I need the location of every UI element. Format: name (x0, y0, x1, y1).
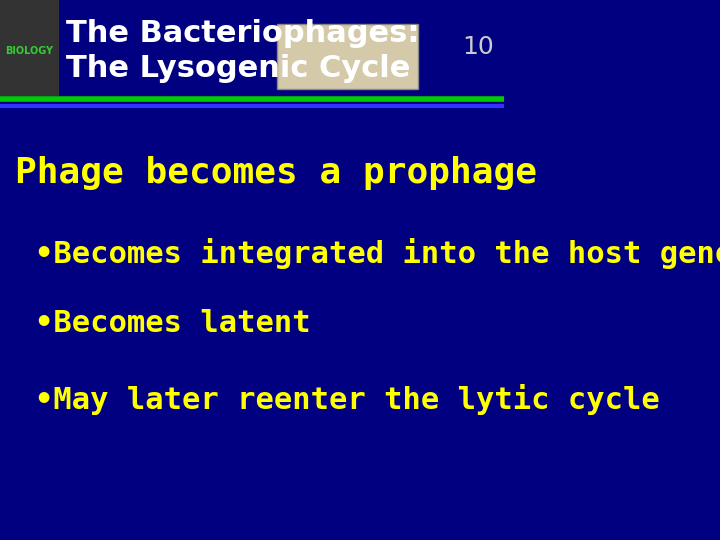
Text: The Bacteriophages:: The Bacteriophages: (66, 18, 419, 48)
Text: The Lysogenic Cycle: The Lysogenic Cycle (66, 53, 410, 83)
Text: 10: 10 (462, 35, 494, 59)
Text: BIOLOGY: BIOLOGY (5, 46, 53, 56)
Text: •May later reenter the lytic cycle: •May later reenter the lytic cycle (35, 384, 660, 415)
Text: Phage becomes a prophage: Phage becomes a prophage (15, 156, 537, 190)
Bar (0, 0, 58, 94)
Text: •Becomes integrated into the host genome: •Becomes integrated into the host genome (35, 238, 720, 269)
Bar (0, 0, 504, 94)
Text: •Becomes latent: •Becomes latent (35, 309, 311, 339)
FancyBboxPatch shape (277, 24, 418, 89)
